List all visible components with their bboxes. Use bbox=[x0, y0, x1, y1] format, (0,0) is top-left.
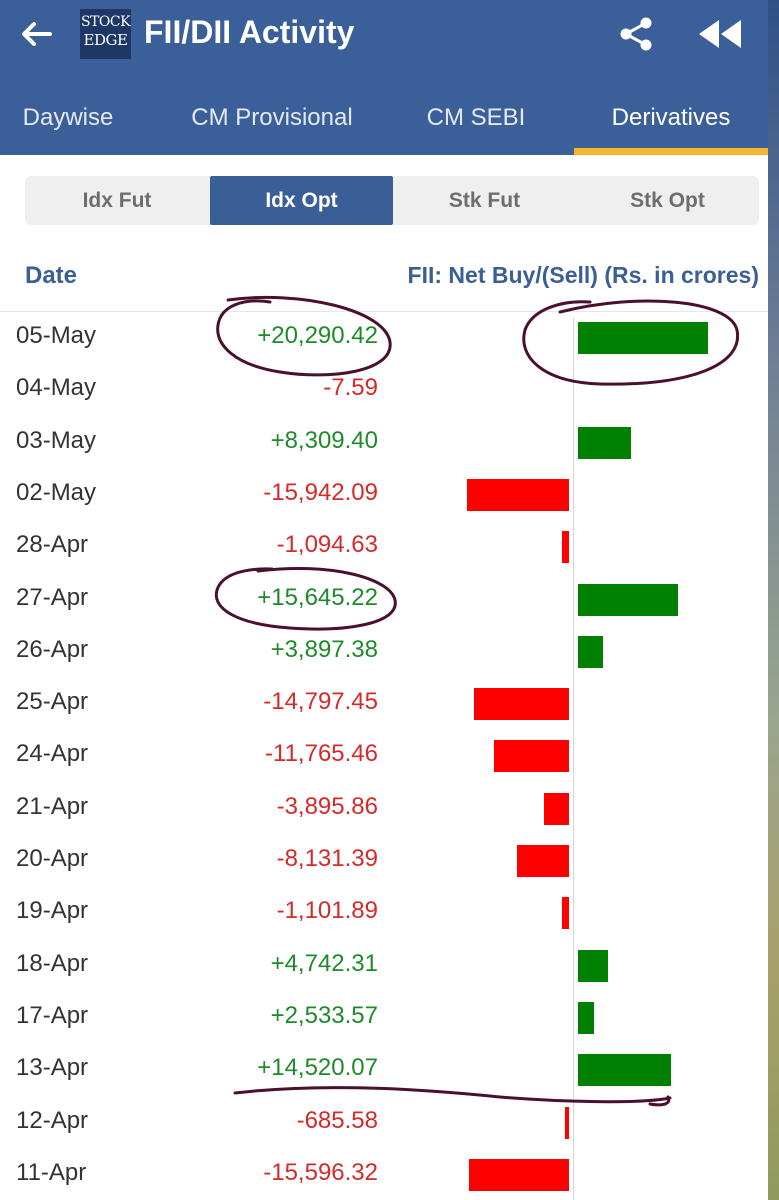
table-row: 18-Apr +4,742.31 bbox=[0, 940, 768, 992]
segment-control: Idx Fut Idx Opt Stk Fut Stk Opt bbox=[25, 176, 759, 225]
back-button[interactable] bbox=[14, 14, 58, 58]
net-buy-bar bbox=[578, 426, 632, 459]
table-row: 26-Apr +3,897.38 bbox=[0, 626, 768, 678]
background-edge bbox=[768, 0, 779, 1200]
row-net-value: -15,596.32 bbox=[263, 1158, 378, 1186]
table-row: 04-May -7.59 bbox=[0, 364, 768, 416]
row-net-value: +2,533.57 bbox=[270, 1001, 378, 1029]
column-header-date: Date bbox=[25, 262, 78, 289]
app-bar: STOCK EDGE FII/DII Activity Daywise CM P… bbox=[0, 0, 768, 155]
active-tab-indicator bbox=[574, 148, 768, 155]
row-date: 04-May bbox=[16, 374, 97, 402]
tab-cm-provisional[interactable]: CM Provisional bbox=[191, 104, 353, 131]
row-date: 11-Apr bbox=[16, 1158, 87, 1186]
net-sell-bar bbox=[516, 845, 569, 877]
net-buy-bar bbox=[578, 1054, 672, 1087]
tab-cm-sebi[interactable]: CM SEBI bbox=[426, 104, 526, 131]
row-net-value: +3,897.38 bbox=[270, 635, 378, 663]
row-net-value: -14,797.45 bbox=[263, 688, 378, 716]
page-title: FII/DII Activity bbox=[144, 14, 355, 50]
row-date: 28-Apr bbox=[16, 531, 89, 559]
share-button[interactable] bbox=[616, 14, 658, 56]
row-net-value: -1,101.89 bbox=[276, 897, 378, 925]
table-row: 25-Apr -14,797.45 bbox=[0, 678, 768, 730]
row-net-value: -7.59 bbox=[323, 374, 378, 402]
row-date: 18-Apr bbox=[16, 949, 89, 977]
row-net-value: +8,309.40 bbox=[270, 426, 378, 454]
net-buy-bar bbox=[578, 949, 609, 982]
segment-idx-opt[interactable]: Idx Opt bbox=[210, 176, 393, 225]
net-buy-bar bbox=[578, 583, 679, 616]
tab-bar: Daywise CM Provisional CM SEBI Derivativ… bbox=[0, 92, 768, 155]
row-date: 20-Apr bbox=[16, 845, 89, 872]
row-net-value: -8,131.39 bbox=[276, 845, 378, 872]
net-buy-bar bbox=[578, 1001, 595, 1034]
table-row: 02-May -15,942.09 bbox=[0, 469, 768, 521]
net-sell-bar bbox=[469, 1158, 569, 1191]
table-row: 19-Apr -1,101.89 bbox=[0, 887, 768, 939]
row-net-value: -685.58 bbox=[296, 1106, 378, 1134]
segment-idx-fut[interactable]: Idx Fut bbox=[82, 189, 152, 212]
column-header-fii-net: FII: Net Buy/(Sell) (Rs. in crores) bbox=[407, 262, 759, 288]
row-net-value: +4,742.31 bbox=[270, 949, 378, 977]
share-icon bbox=[620, 17, 652, 51]
table-row: 12-Apr -685.58 bbox=[0, 1097, 768, 1149]
net-buy-bar bbox=[578, 635, 603, 668]
row-net-value: -3,895.86 bbox=[276, 792, 378, 820]
segment-stk-fut[interactable]: Stk Fut bbox=[448, 189, 521, 212]
net-sell-bar bbox=[561, 531, 569, 564]
table-row: 17-Apr +2,533.57 bbox=[0, 992, 768, 1044]
table-row: 11-Apr -15,596.32 bbox=[0, 1149, 768, 1200]
table-row: 21-Apr -3,895.86 bbox=[0, 783, 768, 835]
net-sell-bar bbox=[466, 478, 569, 511]
row-date: 27-Apr bbox=[16, 583, 89, 611]
row-date: 26-Apr bbox=[16, 635, 89, 663]
row-date: 17-Apr bbox=[16, 1001, 89, 1029]
row-net-value: -15,942.09 bbox=[263, 478, 378, 506]
table-row: 05-May +20,290.42 bbox=[0, 312, 768, 364]
net-sell-bar bbox=[544, 792, 569, 825]
stockedge-logo: STOCK EDGE bbox=[80, 9, 131, 59]
bar-zero-axis bbox=[573, 318, 574, 1200]
net-buy-bar bbox=[578, 322, 708, 354]
row-date: 13-Apr bbox=[16, 1054, 89, 1082]
row-net-value: -11,765.46 bbox=[265, 740, 378, 768]
row-net-value: +20,290.42 bbox=[257, 322, 378, 349]
row-date: 03-May bbox=[16, 426, 97, 454]
table-row: 24-Apr -11,765.46 bbox=[0, 730, 768, 782]
table-row: 27-Apr +15,645.22 bbox=[0, 574, 768, 626]
row-date: 25-Apr bbox=[16, 688, 89, 716]
row-date: 05-May bbox=[16, 322, 97, 349]
row-net-value: +14,520.07 bbox=[257, 1054, 378, 1082]
row-date: 19-Apr bbox=[16, 897, 89, 925]
net-sell-bar bbox=[493, 740, 569, 773]
table-row: 20-Apr -8,131.39 bbox=[0, 835, 768, 887]
row-date: 24-Apr bbox=[16, 740, 89, 768]
row-date: 21-Apr bbox=[16, 792, 89, 820]
row-date: 12-Apr bbox=[16, 1106, 89, 1134]
net-sell-bar bbox=[564, 1106, 569, 1139]
row-net-value: -1,094.63 bbox=[276, 531, 378, 559]
tab-daywise[interactable]: Daywise bbox=[22, 104, 114, 131]
rewind-button[interactable] bbox=[697, 16, 743, 52]
table-row: 13-Apr +14,520.07 bbox=[0, 1044, 768, 1096]
tab-derivatives[interactable]: Derivatives bbox=[611, 104, 731, 131]
rewind-icon bbox=[699, 20, 741, 48]
segment-stk-opt[interactable]: Stk Opt bbox=[630, 189, 705, 212]
table-row: 03-May +8,309.40 bbox=[0, 417, 768, 469]
row-net-value: +15,645.22 bbox=[257, 583, 378, 611]
arrow-left-icon bbox=[22, 22, 52, 46]
row-date: 02-May bbox=[16, 478, 97, 506]
net-sell-bar bbox=[561, 897, 569, 930]
table-row: 28-Apr -1,094.63 bbox=[0, 521, 768, 573]
net-sell-bar bbox=[474, 688, 569, 721]
